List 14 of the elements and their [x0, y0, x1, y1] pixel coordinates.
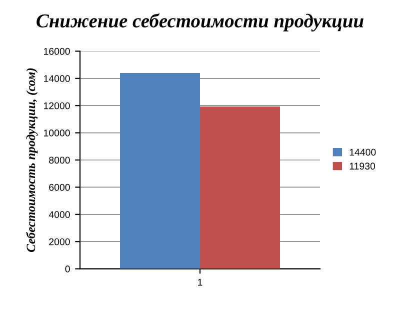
y-tick-label: 10000	[44, 130, 70, 136]
y-tick-label: 6000	[49, 184, 70, 191]
chart-title: Снижение себестоимости продукции	[36, 13, 364, 32]
y-tick-label: 0	[65, 266, 70, 272]
legend-label: 11930	[350, 162, 376, 170]
y-tick-label: 8000	[49, 156, 70, 164]
legend-label: 14400	[350, 148, 376, 156]
y-tick-label: 2000	[49, 238, 70, 246]
y-tick-label: 12000	[44, 102, 70, 110]
x-tick-label: 1	[198, 278, 202, 286]
y-tick-label: 14000	[44, 75, 70, 82]
y-tick-label: 16000	[44, 48, 70, 55]
y-axis-title: Себестоимость продукции, (сом)	[26, 68, 38, 252]
y-tick-label: 4000	[48, 211, 70, 218]
